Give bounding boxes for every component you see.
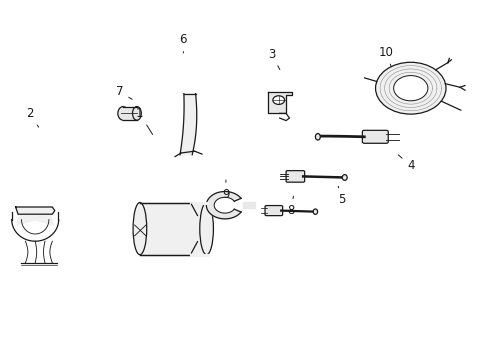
Ellipse shape <box>118 107 128 120</box>
Circle shape <box>272 96 284 104</box>
Polygon shape <box>17 207 54 225</box>
Text: 8: 8 <box>286 196 294 217</box>
Bar <box>140 202 206 255</box>
FancyBboxPatch shape <box>362 130 387 143</box>
Ellipse shape <box>315 134 320 140</box>
FancyBboxPatch shape <box>285 171 304 182</box>
Polygon shape <box>206 192 241 219</box>
Ellipse shape <box>133 202 146 255</box>
Polygon shape <box>267 92 292 113</box>
Text: 3: 3 <box>267 48 279 69</box>
Text: 6: 6 <box>179 33 187 53</box>
Ellipse shape <box>200 202 213 255</box>
Text: 4: 4 <box>397 155 414 172</box>
Text: 10: 10 <box>378 46 393 67</box>
Ellipse shape <box>342 175 346 180</box>
Polygon shape <box>123 107 137 120</box>
Ellipse shape <box>313 209 317 214</box>
Circle shape <box>375 62 445 114</box>
Circle shape <box>393 76 427 101</box>
FancyBboxPatch shape <box>264 206 282 216</box>
Text: 5: 5 <box>338 186 346 206</box>
Text: 7: 7 <box>116 85 132 99</box>
Polygon shape <box>16 207 55 214</box>
Text: 1: 1 <box>135 107 152 134</box>
Ellipse shape <box>132 107 141 120</box>
Polygon shape <box>180 94 196 155</box>
Text: 9: 9 <box>222 180 229 201</box>
Polygon shape <box>242 202 254 208</box>
Text: 2: 2 <box>26 107 39 127</box>
